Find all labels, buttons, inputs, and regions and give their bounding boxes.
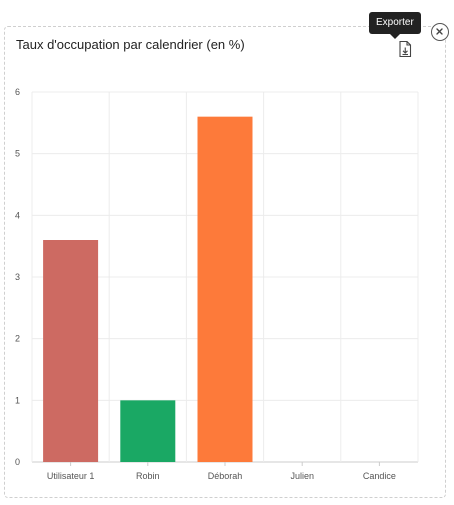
close-circle-icon xyxy=(436,28,443,35)
y-tick-label: 5 xyxy=(15,149,20,159)
x-tick-label: Robin xyxy=(136,471,160,481)
bar[interactable] xyxy=(197,116,253,463)
y-tick-label: 1 xyxy=(15,395,20,405)
bar[interactable] xyxy=(43,240,99,462)
chart-bars xyxy=(43,116,253,463)
y-tick-label: 4 xyxy=(15,210,20,220)
x-tick-label: Utilisateur 1 xyxy=(47,471,95,481)
export-tooltip: Exporter xyxy=(369,12,421,39)
x-tick-label: Julien xyxy=(290,471,314,481)
close-button[interactable] xyxy=(431,23,449,41)
x-tick-label: Candice xyxy=(363,471,396,481)
x-axis: Utilisateur 1 Robin Déborah Julien Candice xyxy=(47,462,396,481)
bar[interactable] xyxy=(120,400,176,462)
y-tick-label: 0 xyxy=(15,457,20,467)
export-button[interactable] xyxy=(397,40,413,58)
y-tick-label: 6 xyxy=(15,87,20,97)
file-export-icon xyxy=(399,40,412,58)
y-tick-label: 3 xyxy=(15,272,20,282)
y-tick-label: 2 xyxy=(15,334,20,344)
y-axis: 0 1 2 3 4 5 6 xyxy=(15,87,20,467)
x-tick-label: Déborah xyxy=(208,471,243,481)
chart-title: Taux d'occupation par calendrier (en %) xyxy=(16,37,245,52)
